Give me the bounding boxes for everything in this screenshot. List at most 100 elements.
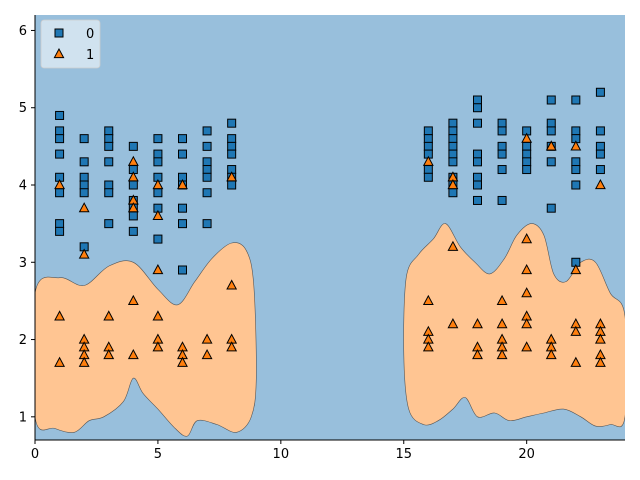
class-1-triangle-marker [226, 171, 238, 182]
class-0-square-marker [104, 157, 114, 167]
x-tick-label: 15 [395, 447, 412, 462]
class-1-triangle-marker [226, 341, 238, 352]
class-0-square-marker [153, 134, 163, 144]
class-0-square-marker [178, 134, 187, 144]
class-1-triangle-marker [78, 356, 90, 367]
class-1-triangle-marker [496, 294, 508, 306]
class-1-triangle-marker [422, 294, 434, 306]
class-0-square-marker [571, 165, 581, 175]
class-1-triangle-marker [570, 356, 582, 367]
class-1-triangle-marker [570, 263, 582, 275]
class-0-square-marker [546, 203, 556, 213]
class-0-square-marker [522, 157, 532, 167]
class-0-square-marker [128, 211, 138, 221]
class-0-square-marker [571, 126, 581, 136]
class-0-square-marker [497, 141, 507, 151]
class-1-triangle-marker [422, 155, 434, 166]
y-tick-label: 5 [19, 101, 27, 116]
class-1-triangle-marker [152, 263, 164, 275]
class-0-square-marker [202, 141, 212, 151]
class-0-square-marker [522, 165, 532, 175]
class-0-square-marker [571, 180, 581, 190]
class-0-square-marker [497, 118, 507, 128]
class-0-square-marker [55, 134, 65, 144]
class-0-square-marker [153, 188, 163, 198]
class-1-triangle-marker [127, 155, 139, 166]
class-1-triangle-marker [127, 171, 139, 182]
class-0-square-marker [497, 126, 507, 136]
class-0-square-marker [55, 149, 65, 159]
class-0-square-marker [55, 226, 65, 236]
class-0-square-marker [55, 219, 65, 229]
class-0-square-marker [595, 126, 605, 136]
class-0-square-marker [473, 180, 482, 190]
class-1-triangle-marker [78, 248, 90, 259]
class-0-square-marker [571, 157, 581, 167]
class-0-square-marker [202, 157, 212, 167]
class-0-square-marker [104, 188, 114, 198]
class-0-square-marker [595, 149, 605, 159]
class-1-triangle-marker [545, 140, 557, 151]
class-0-square-marker [497, 149, 507, 159]
class-0-square-marker [595, 87, 605, 97]
y-tick-label: 6 [19, 24, 27, 39]
class-0-square-marker [79, 134, 89, 144]
class-1-triangle-marker [447, 240, 459, 251]
class-1-triangle-marker [570, 140, 582, 151]
class-1-triangle-marker [152, 341, 164, 352]
class-0-square-marker [79, 157, 89, 167]
class-0-square-marker [595, 141, 605, 151]
class-1-triangle-marker [177, 356, 188, 367]
class-1-region-1 [35, 242, 257, 437]
class-0-square-marker [448, 126, 458, 136]
class-0-square-marker [202, 219, 212, 229]
class-0-square-marker [473, 118, 482, 128]
legend-label-0: 0 [86, 27, 94, 42]
class-0-square-marker [202, 188, 212, 198]
class-0-square-marker [104, 126, 114, 136]
class-0-square-marker [448, 118, 458, 128]
class-0-square-marker [178, 219, 187, 229]
class-0-square-marker [448, 157, 458, 167]
class-1-triangle-marker [521, 287, 533, 298]
class-1-triangle-marker [545, 348, 557, 360]
class-0-square-marker [423, 172, 433, 182]
class-0-square-marker [55, 188, 65, 198]
class-1-triangle-marker [127, 202, 139, 213]
class-1-triangle-marker [521, 318, 533, 329]
class-1-triangle-marker [127, 294, 139, 306]
class-0-square-marker [104, 141, 114, 151]
class-1-triangle-marker [570, 325, 582, 336]
class-0-square-marker [473, 172, 482, 182]
x-tick-label: 5 [154, 447, 162, 462]
class-1-triangle-marker [152, 310, 164, 321]
y-tick-label: 2 [19, 333, 27, 348]
class-1-triangle-marker [152, 178, 164, 190]
class-0-square-marker [128, 226, 138, 236]
class-0-square-marker [473, 149, 482, 159]
class-1-triangle-marker [447, 178, 459, 190]
class-0-square-marker [522, 149, 532, 159]
class-0-square-marker [128, 180, 138, 190]
class-0-square-marker [227, 180, 237, 190]
class-0-square-marker [423, 126, 433, 136]
class-0-square-marker [448, 141, 458, 151]
legend: 01 [40, 19, 101, 69]
class-1-triangle-marker [103, 310, 115, 321]
class-1-triangle-marker [201, 333, 213, 344]
class-1-triangle-marker [521, 263, 533, 275]
class-0-square-marker [55, 126, 65, 136]
class-0-square-marker [497, 165, 507, 175]
class-0-square-marker [497, 195, 507, 205]
class-1-triangle-marker [201, 348, 213, 360]
class-1-triangle-marker [54, 356, 66, 367]
class-0-square-marker [79, 172, 89, 182]
y-tick-label: 1 [19, 410, 27, 425]
class-0-square-marker [595, 165, 605, 175]
class-0-square-marker [178, 149, 187, 159]
class-0-square-marker [423, 165, 433, 175]
class-1-triangle-marker [177, 178, 188, 190]
class-1-triangle-marker [521, 341, 533, 352]
